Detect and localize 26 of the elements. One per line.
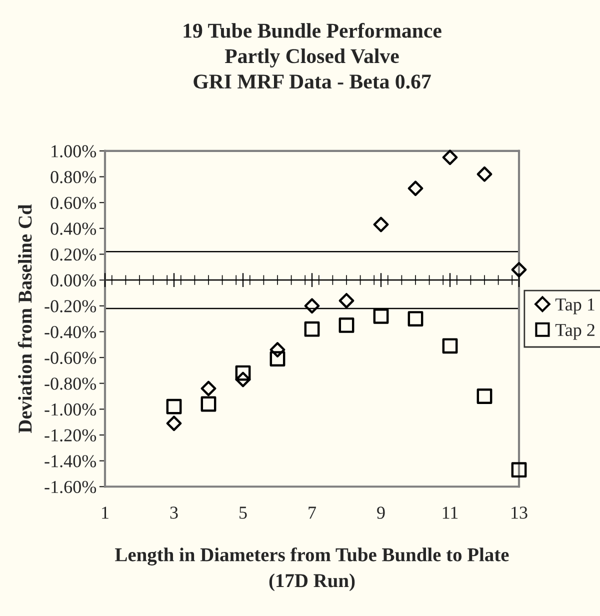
- x-tick-label: 13: [512, 506, 528, 519]
- chart-title: 19 Tube Bundle Performance Partly Closed Valve GRI MRF Data - Beta 0.67: [184, 22, 442, 89]
- x-axis-title: Length in Diameters from Tube Bundle to Plate (17D Run): [115, 547, 509, 592]
- x-tick-label: 9: [377, 506, 385, 519]
- y-tick-label: 0.40%: [50, 222, 96, 235]
- y-tick-label: -0.20%: [44, 300, 96, 312]
- x-tick-label: 5: [240, 506, 247, 519]
- y-tick-label: -0.60%: [44, 352, 96, 364]
- y-tick-label: -1.60%: [44, 480, 96, 494]
- y-tick-label: -1.20%: [44, 429, 96, 442]
- y-tick-label: 0.20%: [50, 248, 96, 261]
- x-tick-label: 11: [442, 506, 458, 519]
- y-axis-title: Deviation from Baseline Cd: [18, 204, 32, 434]
- x-tick-label: 1: [102, 506, 108, 519]
- y-tick-label: 0.60%: [50, 196, 96, 210]
- y-tick-label: -1.40%: [44, 455, 96, 468]
- y-tick-label: -0.40%: [44, 326, 96, 338]
- y-tick-label: -1.00%: [44, 403, 96, 416]
- x-tick-label: 7: [308, 506, 316, 519]
- legend-label: Tap 2: [555, 324, 594, 340]
- x-tick-label: 3: [170, 506, 178, 519]
- legend-label: Tap 1: [555, 298, 594, 314]
- y-tick-label: -0.80%: [44, 378, 96, 390]
- y-tick-label: 0.00%: [50, 274, 96, 287]
- y-tick-label: 0.80%: [50, 171, 96, 184]
- y-tick-label: 1.00%: [52, 145, 96, 158]
